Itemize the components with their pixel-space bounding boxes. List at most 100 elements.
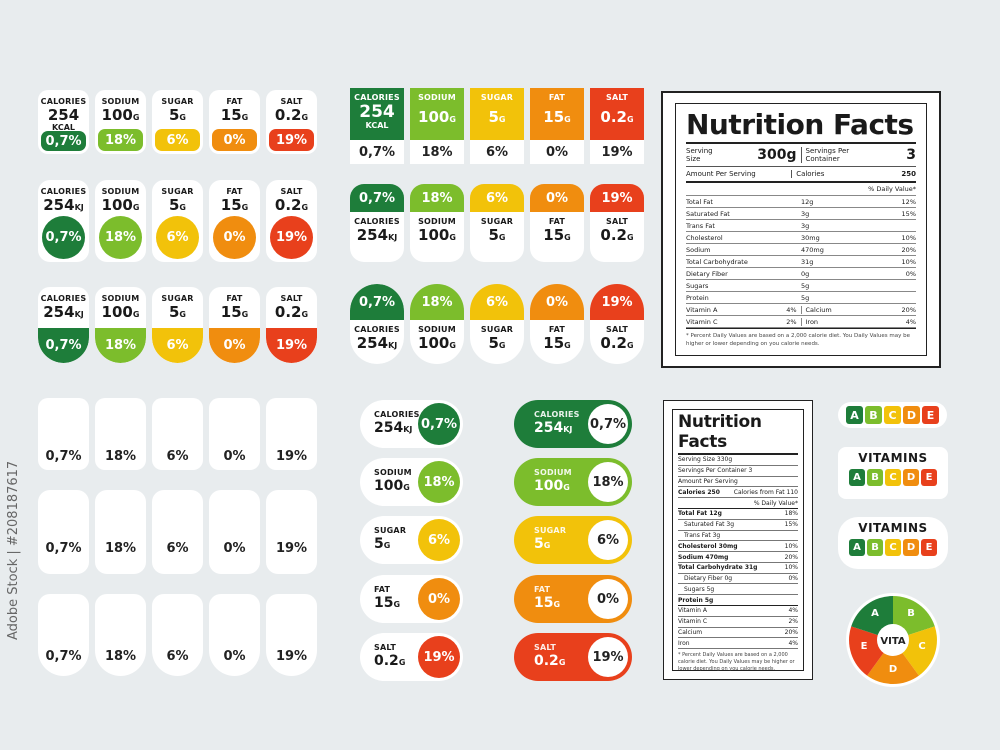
fat-label: FAT 15G 0% bbox=[209, 490, 260, 574]
fat-label: 0% FAT 15G bbox=[530, 184, 584, 262]
nutrient-row: Iron 4% bbox=[678, 638, 798, 650]
fat-label: FAT 15G 0% bbox=[209, 180, 260, 262]
sodium-label: 18% SODIUM 100G bbox=[410, 184, 464, 262]
stock-watermark: Adobe Stock | #208187617 bbox=[6, 460, 21, 640]
fat-pill: FAT 15G 0% bbox=[514, 575, 632, 623]
salt-label: SALT 0.2G 19% bbox=[266, 398, 317, 470]
nutrient-row: Calories 250 Calories from Fat 110 bbox=[678, 487, 798, 499]
vitamin-table: Vitamin A 4% Calcium 20% Vitamin C 2% Iron 4% bbox=[686, 304, 916, 330]
sodium-pill: SODIUM 100G 18% bbox=[514, 458, 632, 506]
label-row-e: 0,7% CALORIES 254KJ 18% SODIUM 100G 6% SUG… bbox=[350, 184, 644, 262]
sodium-label: SODIUM 100G 18% bbox=[95, 490, 146, 574]
sugar-label: SUGAR 5G 6% bbox=[470, 88, 524, 164]
svg-text:B: B bbox=[907, 608, 915, 619]
label-row-a: CALORIES 254 KCAL 0,7% SODIUM 100G 18% S… bbox=[38, 90, 317, 154]
nutrient-row: % Daily Value* bbox=[678, 498, 798, 509]
sugar-pill: SUGAR 5G 6% bbox=[360, 516, 463, 564]
sodium-label: SODIUM 100G 18% bbox=[95, 594, 146, 676]
label-row-f: 0,7% CALORIES 254KJ 18% SODIUM 100G 6% SUG… bbox=[350, 284, 644, 364]
salt-label: SALT 0.2G 19% bbox=[266, 490, 317, 574]
nutrition-facts-small: Nutrition Facts Serving Size 330g Serving… bbox=[663, 400, 813, 680]
nutrient-row: Saturated Fat 3g 15% bbox=[686, 208, 916, 221]
nutrient-row: Sodium 470mg 20% bbox=[678, 552, 798, 563]
nutrient-row: Vitamin A 4% bbox=[678, 606, 798, 617]
sugar-label: SUGAR 5G 6% bbox=[152, 398, 203, 470]
nutrient-row: Sugars 5g bbox=[678, 584, 798, 596]
calories-label: 0,7% CALORIES 254KJ bbox=[350, 184, 404, 262]
fat-label: FAT 15G 0% bbox=[209, 594, 260, 676]
svg-text:C: C bbox=[918, 641, 925, 652]
nutrient-row: Total Carbohydrate 31g 10% bbox=[678, 563, 798, 574]
nutrient-row: Sodium 470mg 20% bbox=[686, 244, 916, 257]
sodium-label: SODIUM 100G 18% bbox=[95, 398, 146, 470]
salt-label: 19% SALT 0.2G bbox=[590, 184, 644, 262]
nutrient-row: Dietary Fiber 0g 0% bbox=[686, 268, 916, 281]
vitamins-card-2: VITAMINS A B C D E bbox=[838, 517, 948, 569]
nutrient-row: Protein 5g bbox=[678, 595, 798, 607]
grade-d-segment bbox=[867, 640, 919, 685]
nutrient-row: Total Fat 12g 12% bbox=[686, 196, 916, 209]
salt-label: SALT 0.2G 19% bbox=[266, 90, 317, 154]
nutrient-row: Trans Fat 3g bbox=[686, 220, 916, 233]
calories-label: CALORIES 254 KCAL 0,7% bbox=[38, 90, 89, 154]
nutrition-facts-title: Nutrition Facts bbox=[678, 412, 798, 456]
nutrient-row: Servings Per Container 3 bbox=[678, 466, 798, 477]
sodium-label: 18% SODIUM 100G bbox=[410, 284, 464, 364]
sugar-label: 6% SUGAR 5G bbox=[470, 184, 524, 262]
salt-label: SALT 0.2G 19% bbox=[266, 594, 317, 676]
salt-pill: SALT 0.2G 19% bbox=[514, 633, 632, 681]
label-row-h: CALORIES 254KJ 0,7% SODIUM 100G 18% SUGAR 5… bbox=[38, 490, 317, 574]
nutrient-list: Serving Size 330g Servings Per Container … bbox=[678, 455, 798, 650]
sodium-label: SODIUM 100G 18% bbox=[95, 287, 146, 363]
fat-label: FAT 15G 0% bbox=[209, 90, 260, 154]
nutrient-row: Cholesterol 30mg 10% bbox=[678, 541, 798, 553]
svg-text:A: A bbox=[871, 608, 879, 619]
svg-text:E: E bbox=[861, 641, 868, 652]
nutrient-row: Serving Size 330g bbox=[678, 455, 798, 466]
sugar-label: SUGAR 5G 6% bbox=[152, 287, 203, 363]
nutrient-row: Amount Per Serving bbox=[678, 477, 798, 488]
salt-label: SALT 0.2G 19% bbox=[266, 180, 317, 262]
fat-label: 0% FAT 15G bbox=[530, 284, 584, 364]
label-row-g: CALORIES 254KJ 0,7% SODIUM 100G 18% SUGAR 5… bbox=[38, 398, 317, 470]
fat-pill: FAT 15G 0% bbox=[360, 575, 463, 623]
label-row-d: CALORIES 254 KCAL 0,7% SODIUM 100G 18% SUGA… bbox=[350, 88, 644, 164]
nutrient-row: Total Fat 12g 18% bbox=[678, 509, 798, 520]
nutrient-row: Vitamin C 2% bbox=[678, 617, 798, 628]
salt-label: 19% SALT 0.2G bbox=[590, 284, 644, 364]
fat-label: FAT 15G 0% bbox=[209, 287, 260, 363]
calories-label: CALORIES 254KJ 0,7% bbox=[38, 398, 89, 470]
vitamins-card-1: VITAMINS A B C D E bbox=[838, 447, 948, 499]
nutrient-table: Total Fat 12g 12% Saturated Fat 3g 15% Trans F… bbox=[686, 196, 916, 305]
salt-label: SALT 0.2G 19% bbox=[590, 88, 644, 164]
calories-label: CALORIES 254KJ 0,7% bbox=[38, 594, 89, 676]
sodium-label: SODIUM 100G 18% bbox=[410, 88, 464, 164]
sugar-label: SUGAR 5G 6% bbox=[152, 594, 203, 676]
calories-label: CALORIES 254KJ 0,7% bbox=[38, 180, 89, 262]
nutrition-facts-title: Nutrition Facts bbox=[686, 108, 914, 141]
fat-label: FAT 15G 0% bbox=[209, 398, 260, 470]
vitamin-row: Vitamin A 4% Calcium 20% bbox=[686, 304, 916, 317]
sugar-label: SUGAR 5G 6% bbox=[152, 90, 203, 154]
salt-pill: SALT 0.2G 19% bbox=[360, 633, 463, 681]
nutrient-row: Calcium 20% bbox=[678, 628, 798, 639]
nutrient-row: Total Carbohydrate 31g 10% bbox=[686, 256, 916, 269]
nutrient-row: Protein 5g bbox=[686, 292, 916, 305]
sugar-pill: SUGAR 5G 6% bbox=[514, 516, 632, 564]
sugar-label: SUGAR 5G 6% bbox=[152, 490, 203, 574]
label-row-i: CALORIES 254KJ 0,7% SODIUM 100G 18% SUGAR 5… bbox=[38, 594, 317, 676]
vitamin-row: Vitamin C 2% Iron 4% bbox=[686, 316, 916, 329]
sugar-label: 6% SUGAR 5G bbox=[470, 284, 524, 364]
calories-pill: CALORIES 254KJ 0,7% bbox=[514, 400, 632, 448]
label-row-c: CALORIES 254KJ 0,7% SODIUM 100G 18% SUGA… bbox=[38, 287, 317, 363]
nutrient-row: Saturated Fat 3g 15% bbox=[678, 520, 798, 531]
nutrient-row: Sugars 5g bbox=[686, 280, 916, 293]
salt-label: SALT 0.2G 19% bbox=[266, 287, 317, 363]
sugar-label: SUGAR 5G 6% bbox=[152, 180, 203, 262]
calories-label: CALORIES 254KJ 0,7% bbox=[38, 287, 89, 363]
sodium-pill: SODIUM 100G 18% bbox=[360, 458, 463, 506]
fat-label: FAT 15G 0% bbox=[530, 88, 584, 164]
vita-donut: VITA A B C D E bbox=[846, 593, 940, 687]
sodium-label: SODIUM 100G 18% bbox=[95, 180, 146, 262]
